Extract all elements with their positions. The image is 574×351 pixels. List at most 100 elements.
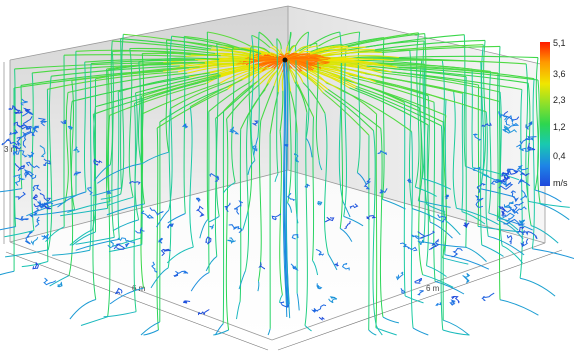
streamline-segment bbox=[183, 36, 186, 214]
streamline-segment bbox=[67, 72, 188, 94]
streamline-segment bbox=[123, 33, 213, 48]
eddy-trace bbox=[349, 203, 359, 209]
legend-tick-label: 3,6 bbox=[553, 69, 566, 79]
streamline-segment bbox=[213, 329, 229, 336]
eddy-trace bbox=[318, 316, 325, 321]
streamline-segment bbox=[232, 48, 262, 55]
streamline-segment bbox=[67, 201, 111, 213]
streamline-segment bbox=[379, 128, 384, 318]
streamline-segment bbox=[440, 125, 444, 331]
streamline-segment bbox=[301, 70, 329, 90]
streamline-segment bbox=[206, 31, 209, 220]
streamline-segment bbox=[355, 87, 442, 127]
eddy-trace bbox=[293, 153, 300, 163]
streamline-segment bbox=[117, 91, 120, 240]
eddy-trace bbox=[16, 136, 22, 147]
eddy-trace bbox=[481, 292, 495, 302]
streamline-segment bbox=[317, 46, 366, 55]
streamline-segment bbox=[105, 68, 109, 209]
streamline-segment bbox=[250, 67, 272, 83]
streamline-segment bbox=[106, 61, 205, 70]
eddy-trace bbox=[341, 262, 350, 271]
streamline-segment bbox=[75, 236, 115, 245]
streamline-segment bbox=[210, 48, 256, 56]
eddy-trace bbox=[20, 98, 28, 106]
eddy-trace bbox=[72, 146, 80, 153]
streamline-segment bbox=[189, 106, 194, 248]
streamline-segment bbox=[525, 63, 530, 202]
streamline-segment bbox=[187, 64, 246, 74]
width-dimension-label-right: 6 m bbox=[426, 284, 440, 293]
streamline-segment bbox=[84, 62, 87, 192]
streamline-segment bbox=[51, 65, 180, 77]
eddy-trace bbox=[324, 216, 335, 223]
streamline-segment bbox=[242, 66, 269, 81]
streamline-segment bbox=[357, 172, 367, 186]
streamline-segment bbox=[445, 220, 461, 236]
streamline-segment bbox=[296, 214, 299, 224]
eddy-trace bbox=[512, 201, 524, 212]
eddy-trace bbox=[175, 270, 189, 274]
eddy-trace bbox=[474, 195, 484, 208]
eddy-trace bbox=[67, 125, 74, 131]
streamline-segment bbox=[308, 45, 346, 55]
streamline-segment bbox=[57, 191, 87, 208]
streamline-segment bbox=[253, 137, 259, 156]
streamline-segment bbox=[327, 253, 338, 271]
floor bbox=[10, 170, 545, 340]
eddy-trace bbox=[503, 201, 514, 208]
streamline-segment bbox=[226, 84, 260, 120]
streamline-segment bbox=[257, 280, 260, 292]
streamline-segment bbox=[190, 79, 243, 108]
streamline-segment bbox=[222, 181, 236, 194]
streamline-segment bbox=[63, 54, 186, 57]
eddy-trace bbox=[463, 222, 470, 229]
height-dimension-label: 3 m bbox=[4, 145, 18, 154]
legend-tick-label: 0,4 bbox=[553, 151, 566, 161]
eddy-trace bbox=[377, 150, 388, 156]
streamline-segment bbox=[398, 55, 539, 59]
eddy-trace bbox=[32, 262, 39, 270]
streamline-segment bbox=[141, 53, 145, 204]
eddy-trace bbox=[516, 144, 532, 152]
streamline-segment bbox=[415, 186, 437, 197]
streamline-segment bbox=[429, 221, 453, 239]
eddy-trace bbox=[9, 129, 19, 136]
eddy-trace bbox=[20, 116, 33, 131]
streamline-segment bbox=[274, 173, 279, 183]
streamline-segment bbox=[412, 327, 429, 336]
streamline-segment bbox=[465, 76, 467, 248]
streamline-segment bbox=[347, 33, 425, 48]
eddy-trace bbox=[449, 299, 456, 306]
streamline-segment bbox=[531, 78, 535, 249]
streamline-segment bbox=[382, 316, 399, 324]
streamline-segment bbox=[21, 261, 49, 268]
streamline-segment bbox=[238, 270, 246, 290]
eddy-trace bbox=[435, 302, 442, 307]
eddy-trace bbox=[33, 125, 40, 133]
streamline-segment bbox=[304, 112, 308, 326]
streamline-segment bbox=[233, 67, 265, 81]
streamline-segment bbox=[46, 89, 49, 262]
eddy-trace bbox=[125, 242, 130, 248]
streamline-segment bbox=[214, 323, 224, 336]
streamline-segment bbox=[142, 75, 221, 99]
eddy-trace bbox=[511, 206, 527, 214]
streamline-segment bbox=[71, 67, 190, 82]
streamline-segment bbox=[342, 201, 351, 218]
streamline-segment bbox=[442, 257, 469, 265]
streamline-segment bbox=[418, 200, 451, 208]
streamline-segment bbox=[285, 45, 289, 54]
streamline-segment bbox=[279, 131, 283, 295]
streamline-segment bbox=[465, 165, 490, 177]
streamline-segment bbox=[300, 71, 326, 91]
eddy-trace bbox=[43, 277, 57, 286]
streamline-segment bbox=[519, 277, 556, 297]
streamline-segment bbox=[269, 52, 280, 57]
streamline-segment bbox=[119, 38, 122, 188]
streamline-segment bbox=[534, 57, 539, 191]
eddy-trace bbox=[129, 180, 141, 185]
streamline-segment bbox=[220, 68, 260, 84]
eddy-trace bbox=[417, 239, 425, 246]
streamline-segment bbox=[258, 31, 274, 47]
